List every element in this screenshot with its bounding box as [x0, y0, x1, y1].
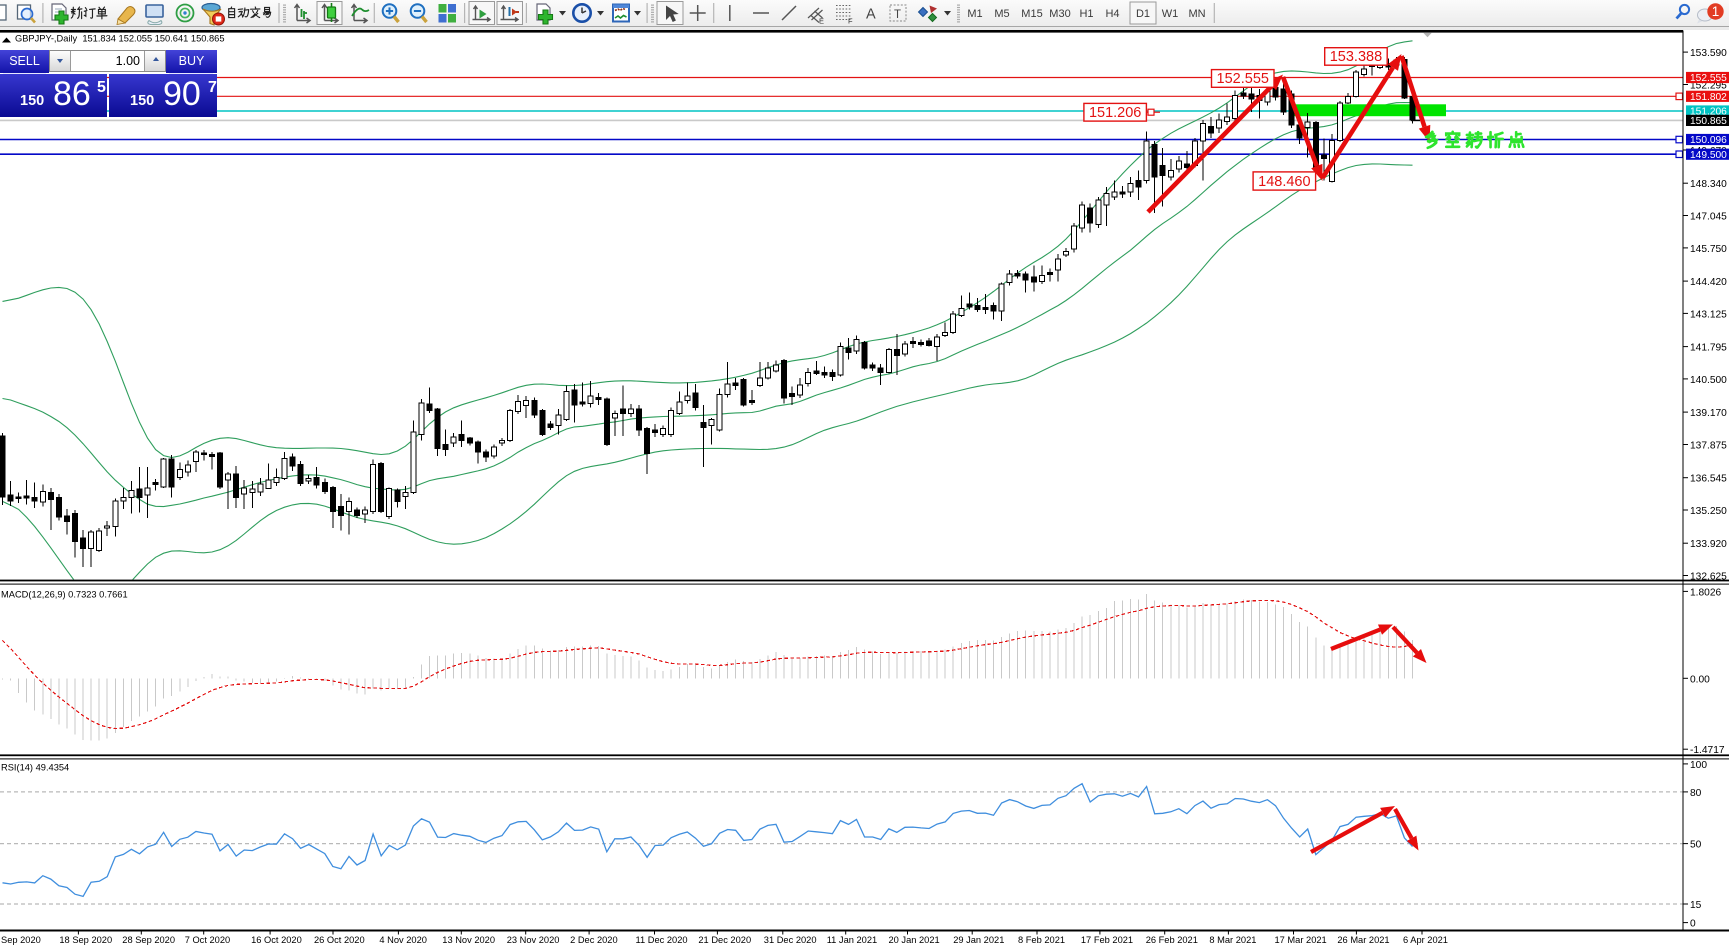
svg-text:23 Nov 2020: 23 Nov 2020 [507, 935, 560, 945]
svg-text:133.920: 133.920 [1690, 539, 1727, 550]
svg-text:151.802: 151.802 [1690, 92, 1727, 103]
svg-text:100: 100 [1690, 760, 1707, 771]
svg-text:7 Oct 2020: 7 Oct 2020 [185, 935, 230, 945]
svg-text:29 Jan 2021: 29 Jan 2021 [953, 935, 1004, 945]
svg-text:149.500: 149.500 [1690, 150, 1727, 161]
svg-text:M1: M1 [967, 8, 982, 20]
svg-text:0: 0 [1690, 919, 1696, 930]
svg-text:151.206: 151.206 [1089, 105, 1141, 121]
svg-text:50: 50 [1690, 840, 1702, 851]
svg-text:1: 1 [1712, 4, 1720, 19]
svg-text:80: 80 [1690, 788, 1702, 799]
svg-text:152.555: 152.555 [1690, 73, 1727, 84]
svg-text:H4: H4 [1105, 8, 1119, 20]
svg-text:28 Sep 2020: 28 Sep 2020 [122, 935, 175, 945]
svg-text:31 Dec 2020: 31 Dec 2020 [764, 935, 817, 945]
svg-text:2 Dec 2020: 2 Dec 2020 [570, 935, 618, 945]
svg-text:153.590: 153.590 [1690, 48, 1727, 59]
svg-text:136.545: 136.545 [1690, 474, 1727, 485]
svg-text:152.555: 152.555 [1217, 71, 1269, 87]
svg-text:16 Oct 2020: 16 Oct 2020 [251, 935, 302, 945]
svg-text:H1: H1 [1079, 8, 1093, 20]
svg-text:26 Oct 2020: 26 Oct 2020 [314, 935, 365, 945]
svg-text:RSI(14) 49.4354: RSI(14) 49.4354 [1, 763, 69, 773]
svg-text:M30: M30 [1049, 8, 1070, 20]
svg-text:148.460: 148.460 [1258, 174, 1310, 190]
svg-text:150.096: 150.096 [1690, 135, 1727, 146]
svg-text:11 Dec 2020: 11 Dec 2020 [636, 935, 688, 945]
svg-text:153.388: 153.388 [1330, 49, 1382, 65]
svg-text:20 Jan 2021: 20 Jan 2021 [889, 935, 940, 945]
svg-text:A: A [866, 7, 876, 23]
svg-text:137.875: 137.875 [1690, 441, 1727, 452]
svg-text:T: T [894, 9, 901, 21]
svg-text:F: F [848, 17, 853, 26]
svg-text:Sep 2020: Sep 2020 [1, 935, 41, 945]
svg-text:6 Apr 2021: 6 Apr 2021 [1403, 935, 1448, 945]
svg-text:M5: M5 [994, 8, 1009, 20]
svg-text:MACD(12,26,9) 0.7323 0.7661: MACD(12,26,9) 0.7323 0.7661 [1, 590, 128, 600]
svg-text:M15: M15 [1021, 8, 1042, 20]
svg-text:11 Jan 2021: 11 Jan 2021 [827, 935, 878, 945]
svg-text:26 Mar 2021: 26 Mar 2021 [1337, 935, 1389, 945]
svg-text:139.170: 139.170 [1690, 408, 1727, 419]
svg-text:147.045: 147.045 [1690, 212, 1727, 223]
svg-text:144.420: 144.420 [1690, 277, 1727, 288]
svg-text:13 Nov 2020: 13 Nov 2020 [442, 935, 495, 945]
svg-text:26 Feb 2021: 26 Feb 2021 [1146, 935, 1198, 945]
svg-text:15: 15 [1690, 900, 1702, 911]
svg-text:GBPJPY-,Daily 151.834 152.055: GBPJPY-,Daily 151.834 152.055 150.641 15… [15, 34, 225, 44]
svg-text:132.625: 132.625 [1690, 572, 1727, 583]
svg-text:8 Feb 2021: 8 Feb 2021 [1018, 935, 1065, 945]
svg-text:148.340: 148.340 [1690, 179, 1727, 190]
svg-text:0.00: 0.00 [1690, 674, 1710, 685]
svg-text:150.865: 150.865 [1690, 116, 1727, 127]
svg-text:151.206: 151.206 [1690, 107, 1727, 118]
svg-text:141.795: 141.795 [1690, 343, 1727, 354]
svg-text:145.750: 145.750 [1690, 244, 1727, 255]
svg-text:1.8026: 1.8026 [1690, 587, 1721, 598]
svg-text:18 Sep 2020: 18 Sep 2020 [59, 935, 112, 945]
svg-text:140.500: 140.500 [1690, 375, 1727, 386]
svg-text:MN: MN [1188, 8, 1205, 20]
svg-text:21 Dec 2020: 21 Dec 2020 [698, 935, 751, 945]
svg-text:152.295: 152.295 [1690, 81, 1727, 92]
svg-text:E: E [819, 17, 824, 26]
svg-text:17 Feb 2021: 17 Feb 2021 [1081, 935, 1133, 945]
svg-text:135.250: 135.250 [1690, 506, 1727, 517]
svg-text:8 Mar 2021: 8 Mar 2021 [1209, 935, 1256, 945]
svg-text:W1: W1 [1162, 8, 1179, 20]
svg-text:4 Nov 2020: 4 Nov 2020 [379, 935, 427, 945]
svg-text:D1: D1 [1136, 8, 1150, 20]
svg-text:17 Mar 2021: 17 Mar 2021 [1275, 935, 1327, 945]
svg-text:-1.4717: -1.4717 [1690, 745, 1725, 756]
svg-text:143.125: 143.125 [1690, 309, 1727, 320]
